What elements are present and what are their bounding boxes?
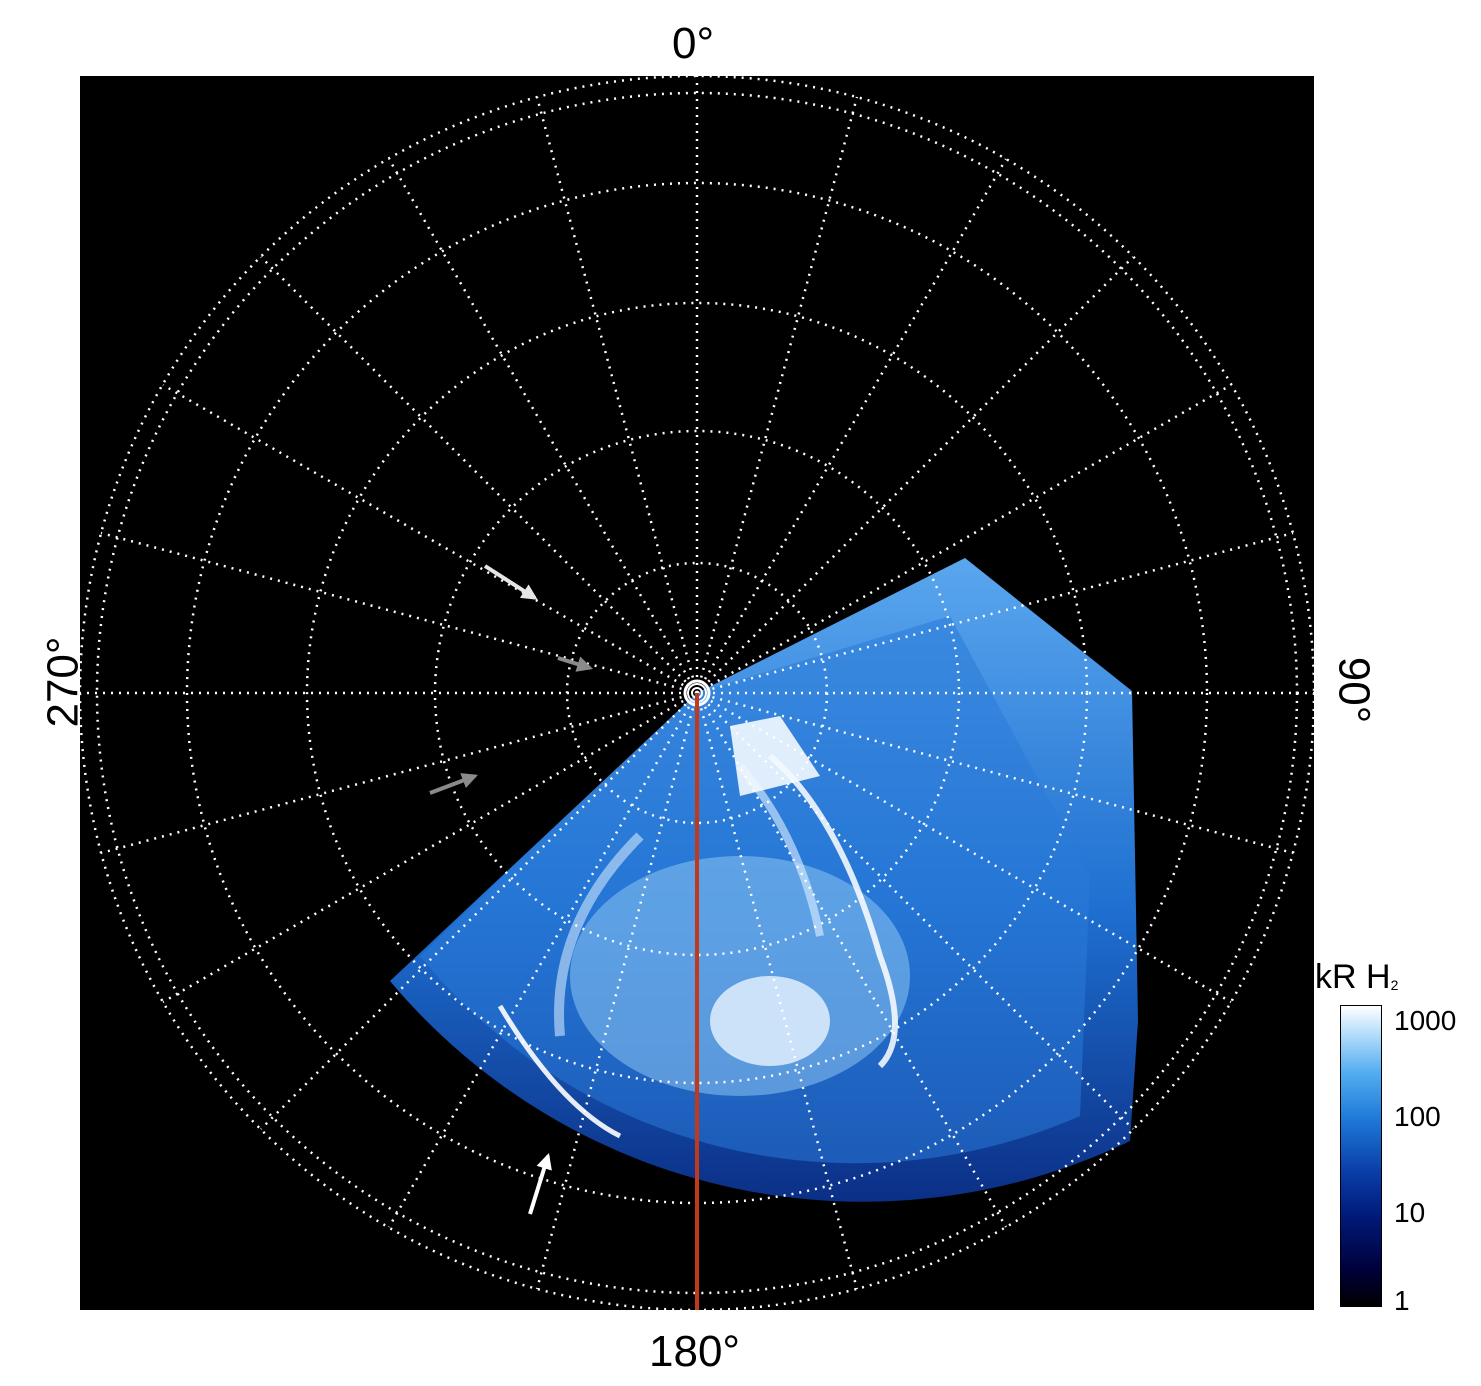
polar-grid-svg [78,74,1316,1312]
gray-arrow [557,656,594,672]
colorbar-tick-1000: 1000 [1394,1005,1457,1036]
colorbar-tick-100: 100 [1394,1101,1441,1132]
longitude-label-270: 270° [38,636,88,728]
gray-arrow [429,773,478,795]
polar-projection-image [78,74,1316,1312]
white-arrow [528,1152,552,1215]
latitude-circle [305,301,1089,1085]
longitude-label-90: 90° [1329,656,1379,724]
colorbar-title: kR H2 [1315,958,1399,996]
aurora-emission-region [390,558,1138,1202]
colorbar [1340,1005,1382,1307]
longitude-label-180: 180° [649,1327,741,1376]
longitude-meridians [80,76,1314,1310]
colorbar-tick-10: 10 [1394,1197,1426,1228]
latitude-circle [433,429,961,957]
longitude-label-0: 0° [672,19,715,68]
white-arrow [483,564,538,600]
colorbar-tick-1: 1 [1394,1285,1410,1316]
